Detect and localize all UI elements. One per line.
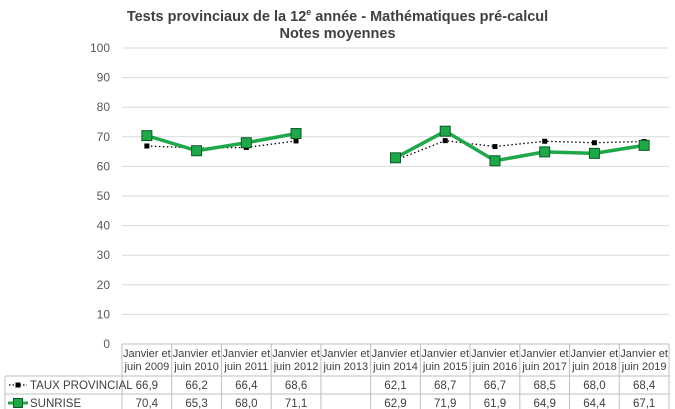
y-tick-label: 30 xyxy=(97,248,111,262)
y-tick-label: 0 xyxy=(103,337,110,351)
data-label-taux-provincial: 68,5 xyxy=(533,380,555,392)
data-point-taux-provincial xyxy=(144,143,150,149)
category-label: Janvier et xyxy=(571,348,619,360)
category-label: juin 2013 xyxy=(322,361,368,373)
data-label-taux-provincial: 66,9 xyxy=(136,380,158,392)
data-point-sunrise xyxy=(439,125,451,137)
y-tick-label: 40 xyxy=(97,219,111,233)
data-point-taux-provincial xyxy=(293,138,299,144)
data-label-sunrise: 65,3 xyxy=(185,398,207,409)
data-label-taux-provincial: 68,4 xyxy=(633,380,656,392)
series-line-sunrise xyxy=(146,131,297,153)
data-label-sunrise: 71,1 xyxy=(285,398,307,409)
category-label: Janvier et xyxy=(471,348,519,360)
series-line-taux-provincial xyxy=(146,140,297,149)
data-point-sunrise xyxy=(390,152,401,164)
data-label-taux-provincial: 66,2 xyxy=(185,380,207,392)
y-tick-label: 10 xyxy=(97,307,111,321)
data-point-taux-provincial xyxy=(591,140,597,146)
data-point-taux-provincial xyxy=(492,144,498,150)
data-label-sunrise: 67,1 xyxy=(633,398,655,409)
category-label: juin 2019 xyxy=(621,361,667,373)
data-label-sunrise: 64,9 xyxy=(533,398,555,409)
category-label: Janvier et xyxy=(421,348,469,360)
category-label: Janvier et xyxy=(272,348,320,360)
data-point-sunrise xyxy=(539,146,551,158)
data-label-sunrise: 70,4 xyxy=(136,398,159,409)
data-label-sunrise: 61,9 xyxy=(484,398,506,409)
category-label: juin 2012 xyxy=(273,361,319,373)
category-label: Janvier et xyxy=(173,348,221,360)
data-point-sunrise xyxy=(489,155,501,167)
series-line-sunrise xyxy=(394,129,645,163)
y-tick-label: 100 xyxy=(90,41,110,55)
y-tick-label: 20 xyxy=(97,278,111,292)
data-point-sunrise xyxy=(240,137,252,149)
y-tick-label: 80 xyxy=(97,100,111,114)
series-line-taux-provincial xyxy=(395,139,645,161)
legend-key-marker-taux-provincial xyxy=(15,382,21,388)
chart-title-line-2: Notes moyennes xyxy=(279,25,396,42)
y-tick-label: 50 xyxy=(97,189,111,203)
category-label: Janvier et xyxy=(620,348,668,360)
category-label: juin 2014 xyxy=(372,361,418,373)
category-label: juin 2015 xyxy=(422,361,468,373)
data-label-sunrise: 64,4 xyxy=(583,398,606,409)
data-point-sunrise xyxy=(191,145,203,157)
category-label: juin 2011 xyxy=(223,361,268,373)
category-label: juin 2009 xyxy=(124,361,170,373)
data-point-sunrise xyxy=(638,139,650,151)
data-label-taux-provincial: 66,4 xyxy=(235,380,258,392)
data-label-taux-provincial: 68,7 xyxy=(434,380,456,392)
category-label: juin 2017 xyxy=(521,361,567,373)
data-label-taux-provincial: 68,6 xyxy=(285,380,307,392)
data-label-taux-provincial: 66,7 xyxy=(484,380,506,392)
legend-name-taux-provincial: TAUX PROVINCIAL xyxy=(30,380,133,392)
category-label: juin 2016 xyxy=(472,361,518,373)
chart-title-prefix: Tests provinciaux de la 12 xyxy=(126,8,307,25)
chart-title: Tests provinciaux de la 12e année - Math… xyxy=(0,4,675,43)
chart-title-line-1: Tests provinciaux de la 12e année - Math… xyxy=(0,4,675,26)
data-label-taux-provincial: 68,0 xyxy=(583,380,605,392)
category-label: juin 2010 xyxy=(173,361,219,373)
y-tick-label: 70 xyxy=(97,130,111,144)
category-label: Janvier et xyxy=(372,348,420,360)
data-point-sunrise xyxy=(290,128,302,140)
category-label: Janvier et xyxy=(222,348,270,360)
category-label: juin 2018 xyxy=(571,361,617,373)
data-label-taux-provincial: 62,1 xyxy=(384,380,406,392)
data-label-sunrise: 62,9 xyxy=(384,398,406,409)
y-tick-label: 60 xyxy=(97,159,111,173)
data-label-sunrise: 68,0 xyxy=(235,398,257,409)
chart-title-suffix: année - Mathématiques pré-calcul xyxy=(311,8,549,25)
data-point-sunrise xyxy=(588,147,600,159)
category-label: Janvier et xyxy=(123,348,171,360)
data-point-taux-provincial xyxy=(442,138,448,144)
legend-name-sunrise: SUNRISE xyxy=(30,398,81,409)
chart-title-superscript: e xyxy=(306,7,312,17)
category-label: Janvier et xyxy=(521,348,569,360)
data-label-sunrise: 71,9 xyxy=(434,398,456,409)
data-point-sunrise xyxy=(141,130,153,142)
legend-key-marker-sunrise xyxy=(13,398,23,408)
data-point-taux-provincial xyxy=(542,138,548,144)
category-label: Janvier et xyxy=(322,348,370,360)
y-tick-label: 90 xyxy=(97,71,111,85)
